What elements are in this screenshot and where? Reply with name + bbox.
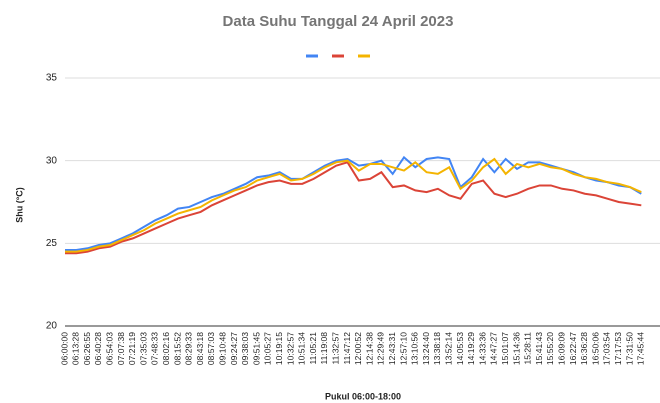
x-tick-label: 14:19:29 — [466, 332, 476, 365]
x-tick-label: 08:57:03 — [206, 332, 216, 365]
x-tick-label: 07:07:38 — [116, 332, 126, 365]
x-tick-label: 06:00:00 — [59, 332, 69, 365]
x-tick-label: 12:00:52 — [353, 332, 363, 365]
series-line — [65, 157, 642, 253]
x-tick-label: 11:19:08 — [319, 332, 329, 365]
y-axis-label: Shu (°C) — [14, 187, 24, 223]
x-tick-label: 12:14:38 — [364, 332, 374, 365]
x-tick-label: 08:43:18 — [195, 332, 205, 365]
x-tick-label: 06:40:28 — [93, 332, 103, 365]
x-tick-label: 09:51:45 — [251, 332, 261, 365]
x-tick-label: 15:28:11 — [523, 332, 533, 365]
x-tick-label: 09:24:27 — [229, 332, 239, 365]
x-tick-label: 10:32:57 — [285, 332, 295, 365]
x-tick-label: 06:13:28 — [71, 332, 81, 365]
x-tick-label: 17:45:44 — [636, 332, 646, 365]
y-tick-label: 35 — [46, 73, 58, 84]
x-tick-label: 14:47:27 — [489, 332, 499, 365]
x-tick-label: 16:22:47 — [568, 332, 578, 365]
x-tick-label: 15:01:07 — [500, 332, 510, 365]
series-line — [65, 155, 642, 251]
x-tick-label: 16:36:28 — [579, 332, 589, 365]
x-tick-label: 09:38:03 — [240, 332, 250, 365]
x-tick-label: 07:35:03 — [138, 332, 148, 365]
x-tick-label: 17:17:53 — [613, 332, 623, 365]
series-line — [65, 161, 642, 255]
x-tick-label: 12:43:31 — [387, 332, 397, 365]
x-tick-label: 10:19:15 — [274, 332, 284, 365]
x-tick-label: 08:15:52 — [172, 332, 182, 365]
x-tick-label: 13:38:18 — [432, 332, 442, 365]
x-tick-label: 08:29:33 — [184, 332, 194, 365]
x-tick-label: 08:02:16 — [161, 332, 171, 365]
x-tick-label: 13:24:40 — [421, 332, 431, 365]
x-tick-label: 17:31:50 — [624, 332, 634, 365]
x-tick-label: 10:05:27 — [263, 332, 273, 365]
x-tick-label: 07:21:19 — [127, 332, 137, 365]
x-tick-label: 16:50:06 — [590, 332, 600, 365]
x-tick-label: 11:47:12 — [342, 332, 352, 365]
x-tick-label: 06:26:55 — [82, 332, 92, 365]
x-tick-label: 14:33:36 — [477, 332, 487, 365]
y-tick-label: 20 — [46, 321, 58, 332]
x-tick-label: 17:03:54 — [602, 332, 612, 365]
x-tick-label: 15:14:36 — [511, 332, 521, 365]
x-tick-label: 16:09:09 — [556, 332, 566, 365]
x-tick-label: 11:32:57 — [330, 332, 340, 365]
x-axis-label: Pukul 06:00-18:00 — [325, 391, 401, 401]
x-tick-label: 15:55:20 — [545, 332, 555, 365]
x-tick-label: 07:48:33 — [150, 332, 160, 365]
x-tick-label: 06:54:03 — [104, 332, 114, 365]
x-tick-label: 13:52:14 — [443, 332, 453, 365]
x-tick-label: 15:41:43 — [534, 332, 544, 365]
y-tick-label: 30 — [46, 155, 58, 166]
x-tick-label: 12:29:49 — [376, 332, 386, 365]
chart-title: Data Suhu Tanggal 24 April 2023 — [223, 13, 454, 30]
x-tick-label: 13:10:56 — [410, 332, 420, 365]
y-tick-label: 25 — [46, 238, 58, 249]
x-tick-label: 10:51:34 — [297, 332, 307, 365]
x-tick-label: 11:05:21 — [308, 332, 318, 365]
x-tick-label: 09:10:48 — [217, 332, 227, 365]
x-tick-label: 12:57:10 — [398, 332, 408, 365]
x-tick-label: 14:05:53 — [455, 332, 465, 365]
